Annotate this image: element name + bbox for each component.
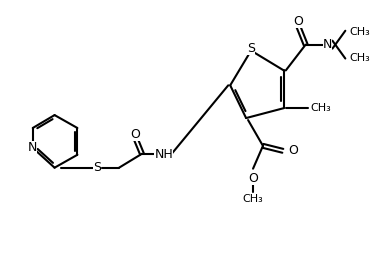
Text: N: N	[323, 38, 332, 51]
Text: CH₃: CH₃	[349, 27, 370, 37]
Text: CH₃: CH₃	[243, 195, 263, 204]
Text: S: S	[247, 42, 255, 55]
Text: O: O	[248, 172, 258, 185]
Text: O: O	[288, 144, 298, 157]
Text: CH₃: CH₃	[310, 103, 331, 113]
Text: CH₃: CH₃	[349, 53, 370, 62]
Text: NH: NH	[154, 148, 173, 161]
Text: N: N	[28, 141, 37, 154]
Text: O: O	[130, 129, 140, 141]
Text: O: O	[293, 15, 303, 28]
Text: S: S	[93, 161, 101, 174]
